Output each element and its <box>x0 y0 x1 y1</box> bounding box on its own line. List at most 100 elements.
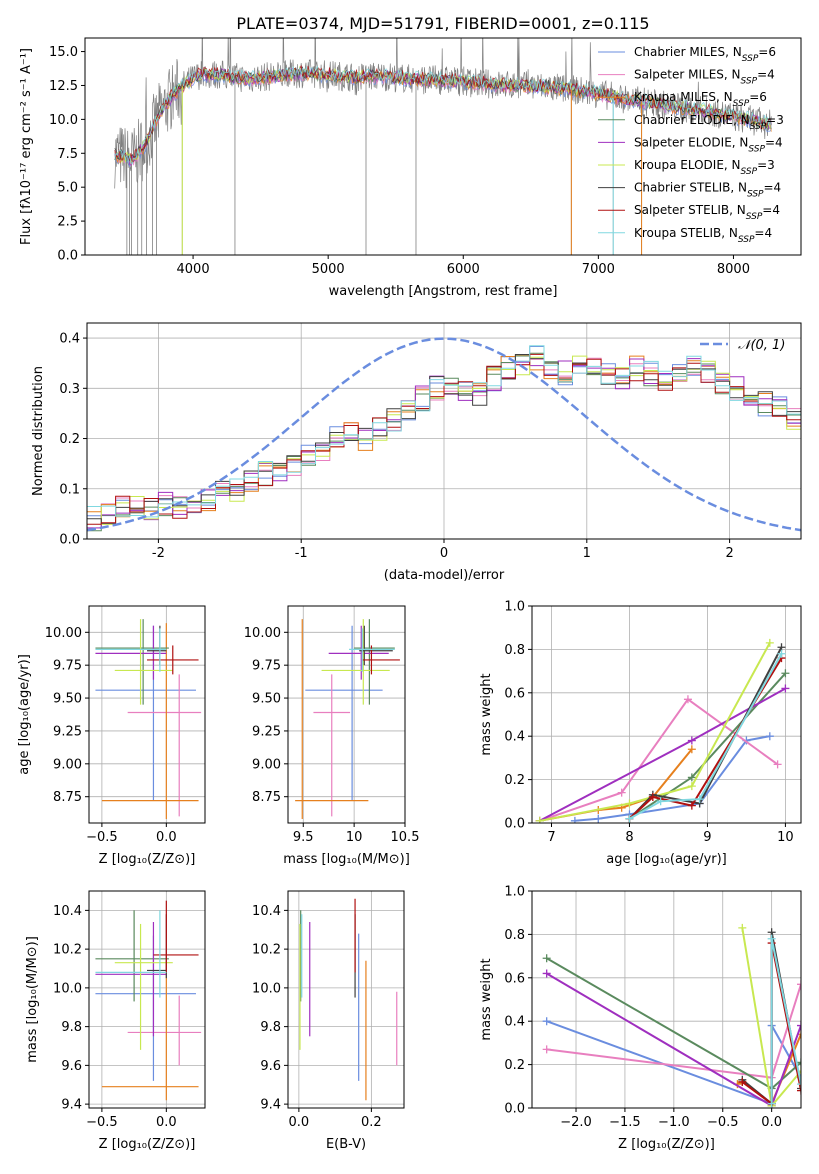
series-marker <box>797 980 801 989</box>
series-marker <box>738 923 747 932</box>
y-tick-label: 9.4 <box>61 1098 82 1113</box>
series-marker <box>648 792 657 801</box>
axes-frame <box>287 605 406 824</box>
y-tick-label: 0.0 <box>57 249 78 264</box>
axes-frame <box>287 890 405 1109</box>
histogram-step-chabrier-miles <box>87 346 801 517</box>
series-marker <box>797 1021 801 1030</box>
x-tick-label: 7000 <box>582 262 615 277</box>
y-tick-label: 1.0 <box>504 885 525 900</box>
axes-frame <box>88 890 206 1109</box>
series-marker <box>797 1084 801 1093</box>
y-tick-label: 10.0 <box>252 981 281 996</box>
model-spectrum-kroupa-stelib <box>114 65 772 165</box>
histogram-step-kroupa-elodie <box>87 355 801 525</box>
legend-label: Salpeter ELODIE, NSSP=4 <box>634 135 783 154</box>
y-tick-label: 10.0 <box>53 981 82 996</box>
plot-area <box>295 619 400 820</box>
x-axis-label: age [log₁₀(age/yr)] <box>606 852 727 867</box>
series-marker <box>738 1077 747 1086</box>
series-marker <box>542 969 551 978</box>
massweight-vs-Z-panel: −2.0 −1.5 −1.0 −0.5 0.0 0.0 0.2 0.4 0.6 0.8 1.0 Z [… <box>479 885 802 1152</box>
x-tick-label: 5000 <box>312 262 345 277</box>
axes-frame <box>88 605 206 824</box>
y-axis-label: mass [log₁₀(M/M⊙)] <box>25 936 40 1063</box>
y-tick-label: 10.2 <box>252 943 281 958</box>
y-axis-label: age [log₁₀(age/yr)] <box>17 654 32 775</box>
x-tick-label: 8 <box>625 830 633 845</box>
series-marker <box>542 1017 551 1026</box>
x-tick-label: −0.5 <box>707 1115 739 1130</box>
y-tick-label: 9.8 <box>260 1020 281 1035</box>
histogram-step-kroupa-miles <box>87 354 801 518</box>
x-tick-label: 0.0 <box>289 1115 310 1130</box>
spectrum-legend: Chabrier MILES, NSSP=6 Salpeter MILES, NS… <box>598 45 784 245</box>
y-tick-label: 0.8 <box>504 643 525 658</box>
model-spectrum-salpeter-elodie <box>114 66 772 166</box>
series-marker <box>797 1086 801 1095</box>
legend-label: Chabrier STELIB, NSSP=4 <box>634 181 781 200</box>
age-vs-mass-panel: 9.5 10 10.5 8.75 9.00 9.25 9.50 9.75 10.00 mass [… <box>244 605 420 867</box>
y-tick-label: 10.0 <box>49 113 78 128</box>
axes-frame <box>531 890 802 1109</box>
y-tick-label: 9.00 <box>252 757 281 772</box>
residuals-plot-area <box>87 337 801 532</box>
series-marker <box>781 669 790 678</box>
x-axis-label: Z [log₁₀(Z/Z⊙)] <box>99 1137 196 1152</box>
x-tick-label: −2.0 <box>560 1115 592 1130</box>
series-marker <box>767 1099 776 1108</box>
series-marker <box>687 745 696 754</box>
y-tick-label: 0.2 <box>59 432 80 447</box>
y-tick-label: 12.5 <box>49 79 78 94</box>
series-marker <box>656 797 665 806</box>
x-tick-label: -2 <box>152 546 165 561</box>
plot-area <box>299 898 398 1101</box>
y-tick-label: 2.5 <box>57 215 78 230</box>
y-tick-label: 10.4 <box>252 904 281 919</box>
x-axis-label: Z [log₁₀(Z/Z⊙)] <box>99 852 196 867</box>
y-axis-label: Normed distribution <box>31 366 46 496</box>
axes-frame <box>531 605 802 824</box>
series-marker <box>781 684 790 693</box>
plot-area <box>95 619 202 820</box>
series-marker <box>625 799 634 808</box>
series-marker <box>695 795 704 804</box>
y-tick-label: 9.75 <box>252 659 281 674</box>
x-tick-label: 10 <box>346 830 363 845</box>
series-marker <box>542 954 551 963</box>
legend-label: Chabrier MILES, NSSP=6 <box>634 45 776 64</box>
model-spectrum-salpeter-stelib <box>114 64 772 163</box>
mass-vs-Z-panel: −0.5 0.0 9.4 9.6 9.8 10.0 10.2 10.4 Z [log₁₀(Z/Z… <box>25 890 206 1152</box>
x-tick-label: -1 <box>295 546 308 561</box>
axes-frame <box>84 37 802 256</box>
series-marker <box>687 782 696 791</box>
y-tick-label: 0.4 <box>59 332 80 347</box>
x-tick-label: 1 <box>583 546 591 561</box>
y-tick-label: 0.0 <box>504 817 525 832</box>
series-marker <box>570 816 579 823</box>
series-marker <box>777 649 786 658</box>
x-axis-label: mass [log₁₀(M/M⊙)] <box>283 852 410 867</box>
histogram-step-kroupa-stelib <box>87 345 801 518</box>
series-marker <box>594 814 603 823</box>
y-tick-label: 9.4 <box>260 1098 281 1113</box>
legend-label: Chabrier ELODIE, NSSP=3 <box>634 113 784 132</box>
x-tick-label: 10.5 <box>391 830 420 845</box>
y-tick-label: 0.0 <box>59 533 80 548</box>
y-tick-label: 9.50 <box>53 692 82 707</box>
x-tick-label: 9 <box>703 830 711 845</box>
y-tick-label: 9.50 <box>252 692 281 707</box>
y-tick-label: 7.5 <box>57 147 78 162</box>
y-tick-label: 9.6 <box>260 1059 281 1074</box>
x-tick-label: −0.5 <box>86 830 118 845</box>
y-tick-label: 9.75 <box>53 659 82 674</box>
y-tick-label: 9.6 <box>61 1059 82 1074</box>
plot-area <box>542 923 801 1108</box>
residuals-panel: -2 -1 0 1 2 0.0 0.1 0.2 0.3 0.4 (data-model)/error… <box>31 322 802 583</box>
x-tick-label: 7 <box>547 830 555 845</box>
y-tick-label: 0.0 <box>504 1102 525 1117</box>
x-tick-label: −1.0 <box>658 1115 690 1130</box>
y-tick-label: 9.00 <box>53 757 82 772</box>
y-tick-label: 9.25 <box>53 724 82 739</box>
